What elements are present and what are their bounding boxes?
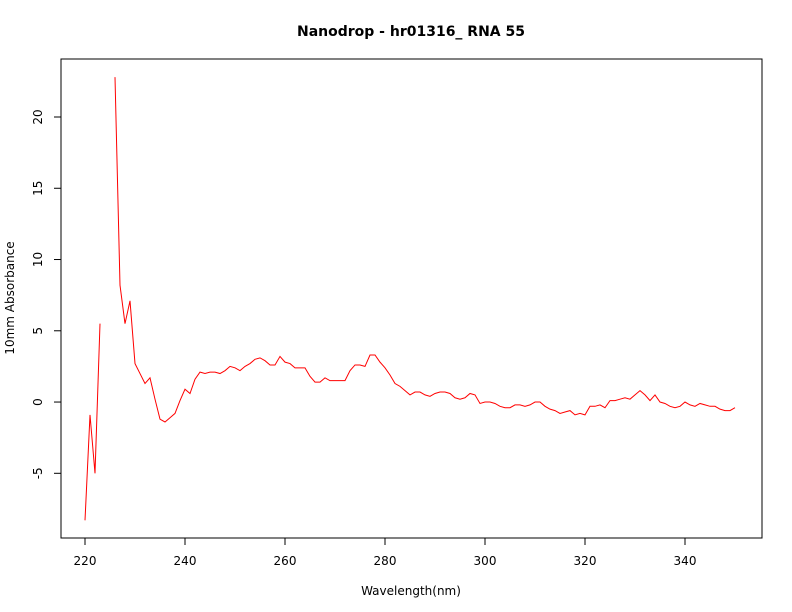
plot-frame — [60, 58, 763, 539]
y-tick-label: -5 — [31, 467, 45, 479]
data-line — [84, 77, 736, 521]
x-tick-label: 340 — [674, 554, 697, 568]
y-axis-label: 10mm Absorbance — [3, 241, 17, 354]
y-tick-label: 15 — [31, 181, 45, 196]
y-tick-label: 5 — [31, 327, 45, 335]
x-tick-label: 300 — [474, 554, 497, 568]
y-tick-label: 10 — [31, 252, 45, 267]
y-tick-label: 20 — [31, 109, 45, 124]
x-tick-label: 240 — [174, 554, 197, 568]
x-axis-label: Wavelength(nm) — [361, 584, 461, 598]
x-tick-label: 320 — [574, 554, 597, 568]
chart-title: Nanodrop - hr01316_ RNA 55 — [297, 24, 525, 40]
y-tick-label: 0 — [31, 398, 45, 406]
x-tick-label: 280 — [374, 554, 397, 568]
x-tick-label: 260 — [274, 554, 297, 568]
x-tick-label: 220 — [74, 554, 97, 568]
